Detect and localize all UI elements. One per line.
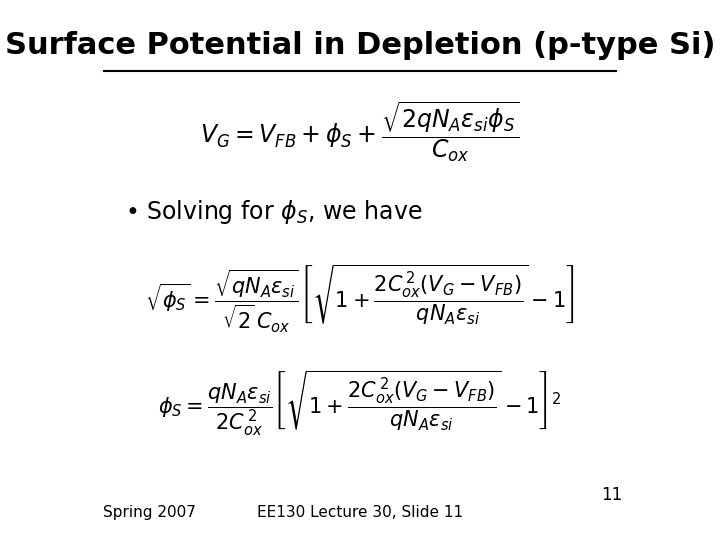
Text: $\sqrt{\phi_S} = \dfrac{\sqrt{qN_A\varepsilon_{si}}}{\sqrt{2}\,C_{ox}} \left[ \s: $\sqrt{\phi_S} = \dfrac{\sqrt{qN_A\varep… (145, 263, 575, 335)
Text: 11: 11 (601, 486, 623, 504)
Text: Spring 2007: Spring 2007 (103, 505, 196, 520)
Text: • Solving for $\phi_S$, we have: • Solving for $\phi_S$, we have (125, 198, 423, 226)
Text: Surface Potential in Depletion (p-type Si): Surface Potential in Depletion (p-type S… (5, 31, 715, 60)
Text: EE130 Lecture 30, Slide 11: EE130 Lecture 30, Slide 11 (257, 505, 463, 520)
Text: $\phi_S = \dfrac{qN_A\varepsilon_{si}}{2C_{ox}^{\,2}} \left[ \sqrt{1 + \dfrac{2C: $\phi_S = \dfrac{qN_A\varepsilon_{si}}{2… (158, 368, 562, 438)
Text: $V_G = V_{FB} + \phi_S + \dfrac{\sqrt{2qN_A\varepsilon_{si}\phi_S}}{C_{ox}}$: $V_G = V_{FB} + \phi_S + \dfrac{\sqrt{2q… (200, 99, 520, 164)
